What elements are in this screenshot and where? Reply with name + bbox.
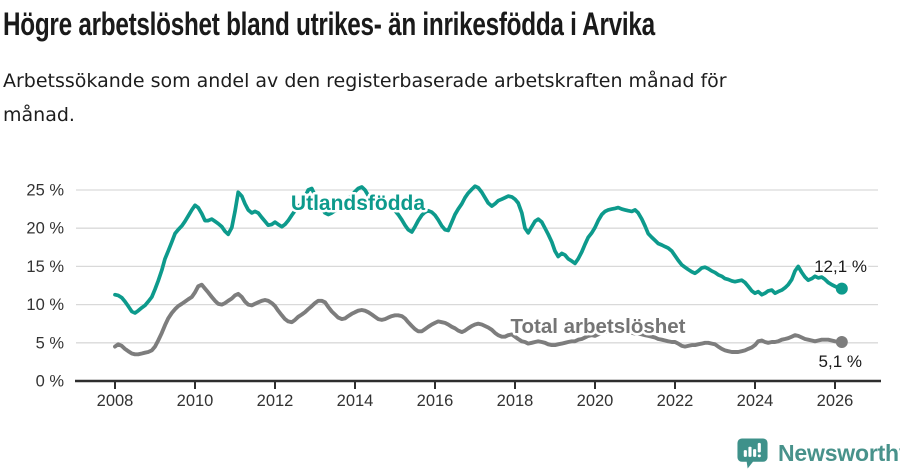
series-line-total-arbetsloshet bbox=[113, 282, 844, 357]
series-end-dot-total bbox=[835, 336, 848, 348]
x-axis-tick-label: 2014 bbox=[337, 392, 374, 410]
x-axis-tick-label: 2022 bbox=[657, 392, 694, 410]
logo-exclamation-dot bbox=[757, 454, 761, 458]
chart-subtitle: Arbetssökande som andel av den registerb… bbox=[3, 64, 853, 132]
series-label-total: Total arbetslöshet bbox=[510, 315, 685, 338]
series-line-utlandsfodda bbox=[113, 184, 844, 315]
chart-title: Högre arbetslöshet bland utrikes- än inr… bbox=[3, 6, 655, 42]
end-value-label-total: 5,1 % bbox=[819, 352, 862, 371]
y-axis-tick-label: 10 % bbox=[26, 296, 64, 314]
y-axis-tick-label: 5 % bbox=[36, 334, 65, 352]
chart-subtitle-line-2: månad. bbox=[3, 104, 75, 126]
x-axis-tick-label: 2020 bbox=[577, 392, 614, 410]
x-axis-tick-label: 2012 bbox=[257, 392, 294, 410]
y-axis-tick-label: 0 % bbox=[36, 373, 65, 391]
x-axis-tick-label: 2026 bbox=[817, 392, 854, 410]
series-end-dot-utlandsfodda bbox=[835, 282, 848, 295]
y-axis-tick-label: 20 % bbox=[26, 220, 64, 238]
chart-subtitle-line-1: Arbetssökande som andel av den registerb… bbox=[3, 70, 727, 92]
logo-bar-3 bbox=[753, 449, 757, 457]
y-axis-tick-label: 15 % bbox=[26, 258, 64, 276]
end-value-label-utlandsfodda: 12,1 % bbox=[814, 257, 867, 276]
logo-bar-2 bbox=[748, 446, 752, 457]
logo-exclamation-bar bbox=[757, 442, 761, 453]
newsworthy-speech-bubble-icon bbox=[737, 438, 768, 469]
x-axis-tick-label: 2024 bbox=[737, 392, 774, 410]
newsworthy-wordmark: Newsworthy bbox=[778, 440, 900, 466]
newsworthy-logo[interactable]: Newsworthy bbox=[736, 437, 900, 470]
logo-bar-1 bbox=[743, 450, 747, 457]
x-axis-tick-label: 2016 bbox=[417, 392, 454, 410]
y-axis-tick-label: 25 % bbox=[26, 182, 64, 200]
x-axis-tick-label: 2010 bbox=[177, 392, 214, 410]
x-axis-tick-label: 2008 bbox=[97, 392, 134, 410]
series-label-utlandsfodda: Utlandsfödda bbox=[291, 192, 425, 215]
x-axis-tick-label: 2018 bbox=[497, 392, 534, 410]
